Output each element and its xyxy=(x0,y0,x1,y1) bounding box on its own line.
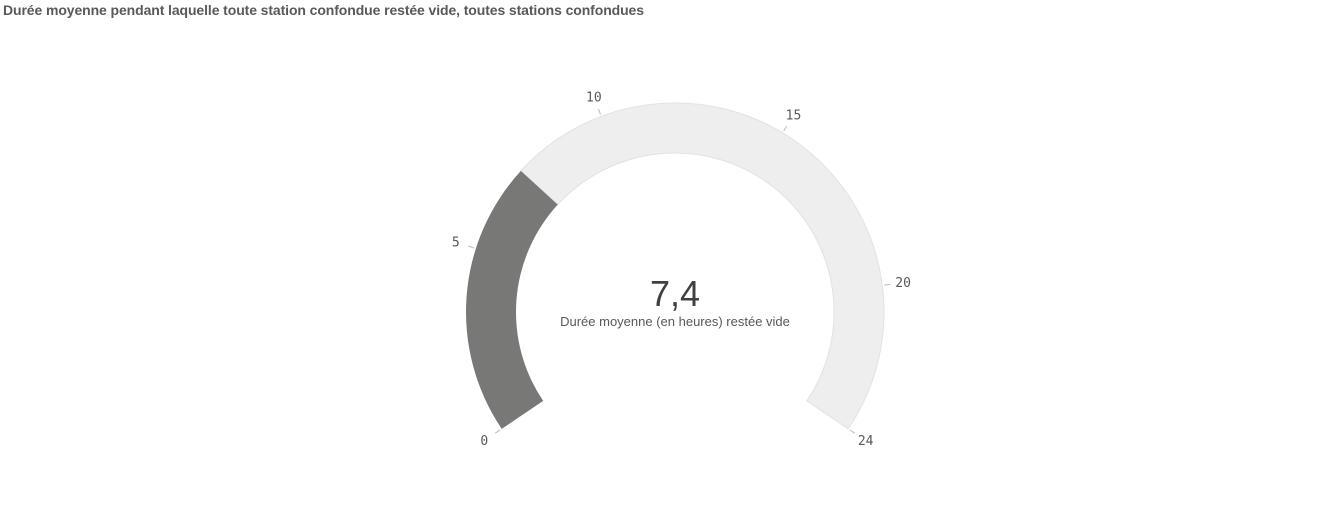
gauge-value: 7,4 xyxy=(650,273,700,314)
gauge-tick-mark xyxy=(494,429,501,434)
gauge-tick-label: 0 xyxy=(480,434,488,449)
gauge-measure-label: Durée moyenne (en heures) restée vide xyxy=(560,314,790,329)
gauge-tick-mark xyxy=(783,125,788,132)
gauge-tick-mark xyxy=(468,245,475,249)
gauge-tick-mark xyxy=(884,283,891,286)
gauge-track xyxy=(520,102,885,430)
gauge-tick-label: 15 xyxy=(786,108,802,123)
gauge-tick-label: 5 xyxy=(452,236,460,251)
gauge-tick-label: 20 xyxy=(895,276,911,291)
gauge-tick-label: 10 xyxy=(586,90,602,105)
chart-title: Durée moyenne pendant laquelle toute sta… xyxy=(3,2,644,18)
gauge-tick-mark xyxy=(597,108,601,115)
gauge-tick-mark xyxy=(849,429,856,434)
gauge-value-arc[interactable] xyxy=(466,170,558,429)
gauge-tick-label: 24 xyxy=(858,434,874,449)
